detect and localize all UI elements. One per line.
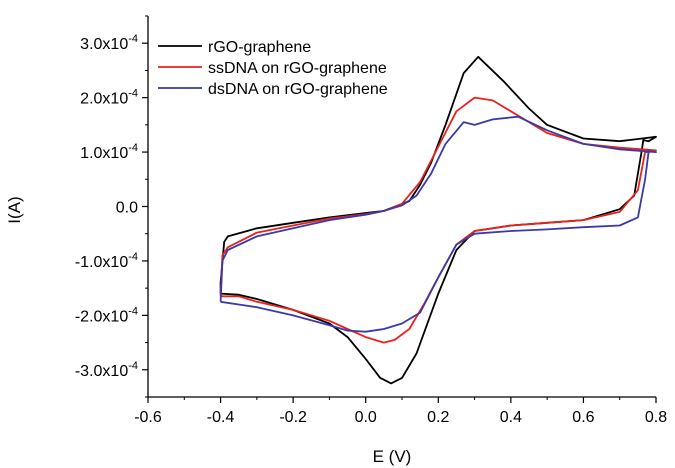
y-tick-label: -2.0x10-4 — [75, 305, 138, 325]
legend: rGO-graphene ssDNA on rGO-graphene dsDNA o… — [158, 39, 388, 98]
series-line-1 — [219, 55, 657, 385]
y-axis-ticks: 3.0x10-4 2.0x10-4 1.0x10-4 0.0 -1.0x10-4 -2.0… — [75, 15, 148, 398]
y-tick-label: -1.0x10-4 — [75, 251, 138, 271]
legend-label-1: rGO-graphene — [208, 39, 311, 56]
series-line-2 — [219, 96, 657, 344]
series-layer — [219, 55, 657, 385]
y-tick-label: 0.0 — [116, 200, 138, 217]
y-tick-label: 2.0x10-4 — [80, 88, 138, 108]
y-axis-label: I(A) — [5, 196, 24, 223]
x-tick-label: 0.8 — [645, 409, 667, 426]
x-axis-ticks: -0.6 -0.4 -0.2 0.0 0.2 0.4 0.6 0.8 — [134, 397, 667, 426]
x-tick-label: 0.4 — [500, 409, 522, 426]
y-tick-label: 3.0x10-4 — [80, 33, 138, 53]
x-tick-label: 0.2 — [427, 409, 449, 426]
x-axis-label: E (V) — [373, 447, 412, 466]
x-tick-label: 0.0 — [355, 409, 377, 426]
x-tick-label: 0.6 — [572, 409, 594, 426]
x-tick-label: -0.4 — [207, 409, 235, 426]
y-tick-label: -3.0x10-4 — [75, 360, 138, 380]
legend-label-3: dsDNA on rGO-graphene — [208, 81, 388, 98]
series-line-3 — [219, 115, 657, 333]
legend-label-2: ssDNA on rGO-graphene — [208, 60, 387, 77]
x-tick-label: -0.6 — [134, 409, 162, 426]
x-tick-label: -0.2 — [279, 409, 307, 426]
y-tick-label: 1.0x10-4 — [80, 142, 138, 162]
